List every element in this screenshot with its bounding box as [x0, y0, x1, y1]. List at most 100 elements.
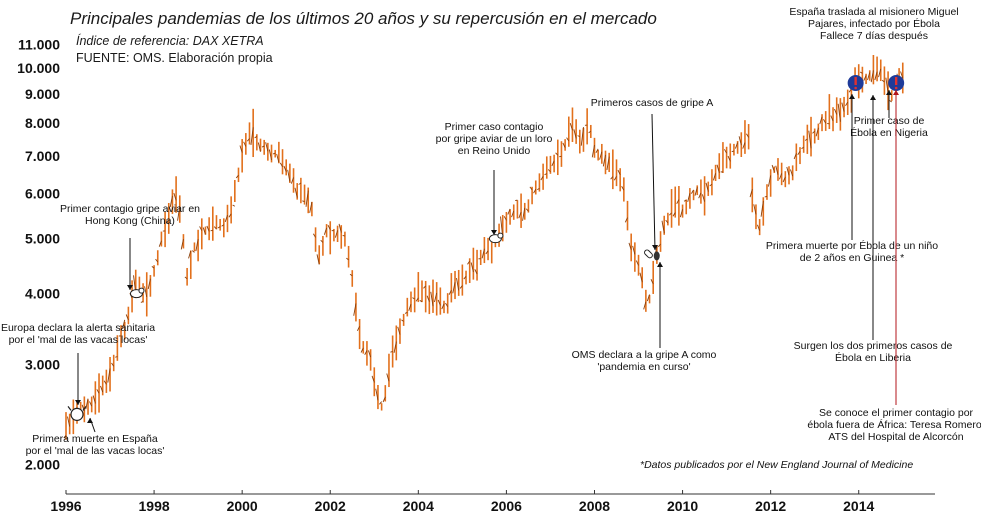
annotation-text: Surgen los dos primeros casos de	[794, 340, 953, 352]
price-bar-tick	[111, 362, 115, 367]
price-bar-tick	[522, 207, 526, 221]
x-tick-label: 1998	[139, 498, 170, 514]
price-bar-tick	[100, 385, 104, 393]
price-bar-tick	[316, 254, 320, 265]
price-bar-tick	[474, 269, 478, 275]
price-bar-tick	[602, 154, 606, 167]
price-bar-tick	[845, 101, 849, 107]
y-tick-label: 5.000	[25, 231, 60, 247]
x-tick-label: 2006	[491, 498, 522, 514]
price-bar-tick	[360, 347, 364, 353]
price-bar-tick	[382, 396, 386, 403]
price-bar-tick	[206, 225, 210, 232]
price-bar-tick	[694, 187, 698, 196]
price-bar-tick	[283, 165, 287, 172]
y-tick-label: 6.000	[25, 186, 60, 202]
price-bar-tick	[525, 208, 529, 212]
chart-subtitle: Índice de referencia: DAX XETRA	[76, 33, 264, 48]
price-bar-tick	[757, 224, 761, 231]
price-bar-tick	[746, 133, 750, 138]
annotation-text: OMS declara a la gripe A como	[572, 349, 717, 361]
price-bar-tick	[89, 401, 93, 407]
price-bar-tick	[610, 176, 614, 180]
y-tick-label: 9.000	[25, 86, 60, 102]
price-bar-tick	[349, 273, 353, 277]
price-bar-tick	[676, 199, 680, 204]
arrow-head	[127, 285, 133, 290]
price-bar-tick	[412, 297, 415, 300]
price-bar-tick	[320, 239, 324, 243]
axes: 2.000 3.000 4.000 5.000 6.000 7.000 8.000 9.000…	[17, 36, 935, 514]
price-bar-tick	[147, 278, 151, 290]
price-bar-tick	[386, 373, 390, 382]
price-bar-tick	[419, 300, 423, 303]
chart-title: Principales pandemias de los últimos 20 …	[70, 9, 657, 28]
annotation-text: Ébola en Liberia	[835, 351, 911, 364]
y-tick-label: 2.000	[25, 456, 60, 472]
price-bar-tick	[298, 182, 302, 185]
annotation-text: Hong Kong (China)	[85, 215, 175, 227]
price-bar-tick	[859, 71, 863, 74]
price-bar-tick	[180, 239, 184, 250]
price-bar-tick	[559, 155, 562, 158]
price-bar-tick	[287, 169, 291, 182]
price-bar-tick	[81, 404, 85, 412]
price-bar-tick	[279, 162, 283, 168]
price-bar-tick	[125, 314, 129, 321]
price-bar-tick	[775, 165, 779, 175]
price-bar-tick	[863, 75, 867, 81]
price-bar-tick	[782, 176, 786, 183]
price-bar-tick	[342, 234, 346, 237]
annotation-text: por el 'mal de las vacas locas'	[9, 334, 148, 346]
price-bar-tick	[290, 177, 294, 184]
price-bar-tick	[158, 240, 162, 247]
price-bar-tick	[294, 187, 298, 198]
price-bar-tick	[823, 119, 827, 124]
price-bar-tick	[397, 326, 401, 335]
price-bar-tick	[375, 388, 379, 401]
price-bar-tick	[364, 350, 368, 356]
price-bar-tick	[151, 266, 155, 269]
price-bar-tick	[92, 395, 96, 404]
annotation-text: Se conoce el primer contagio por	[819, 407, 974, 419]
annotation-text: Europa declara la alerta sanitaria	[1, 322, 155, 334]
price-bar-tick	[617, 169, 621, 175]
annotation-text: Primer caso contagio	[445, 121, 544, 133]
annotation: España traslada al misionero MiguelPajar…	[789, 6, 959, 91]
price-bar-tick	[768, 175, 772, 187]
price-bar-tick	[122, 319, 126, 329]
price-bar-tick	[815, 127, 819, 137]
price-bar-tick	[779, 173, 783, 180]
price-bar-tick	[665, 219, 669, 224]
arrow-head	[652, 245, 658, 250]
price-bar-tick	[819, 116, 823, 125]
price-bar-tick	[797, 150, 801, 156]
price-bar-tick	[327, 224, 331, 231]
chart-source: FUENTE: OMS. Elaboración propia	[76, 51, 273, 65]
price-bar-tick	[885, 77, 889, 94]
price-bar-tick	[85, 398, 89, 410]
price-bar-tick	[261, 145, 265, 148]
price-bar-tick	[503, 216, 507, 221]
price-bar-tick	[166, 220, 170, 225]
price-bar-tick	[415, 297, 419, 302]
price-bar-tick	[547, 169, 551, 173]
price-bar-tick	[202, 227, 206, 235]
price-bar-tick	[639, 272, 643, 283]
price-bar-tick	[356, 326, 361, 331]
arrow-head	[849, 94, 855, 99]
price-bar-tick	[393, 341, 397, 353]
price-bar-tick	[900, 71, 904, 79]
price-bar-tick	[434, 292, 438, 303]
price-bar-tick	[841, 102, 845, 112]
price-bar-tick	[588, 130, 592, 134]
price-bar-tick	[401, 319, 404, 322]
price-bar-tick	[243, 141, 247, 147]
chart-footnote: *Datos publicados por el New England Jou…	[640, 459, 913, 471]
price-bar-tick	[749, 189, 753, 198]
price-bar-tick	[628, 242, 632, 250]
price-bar-tick	[683, 199, 687, 202]
